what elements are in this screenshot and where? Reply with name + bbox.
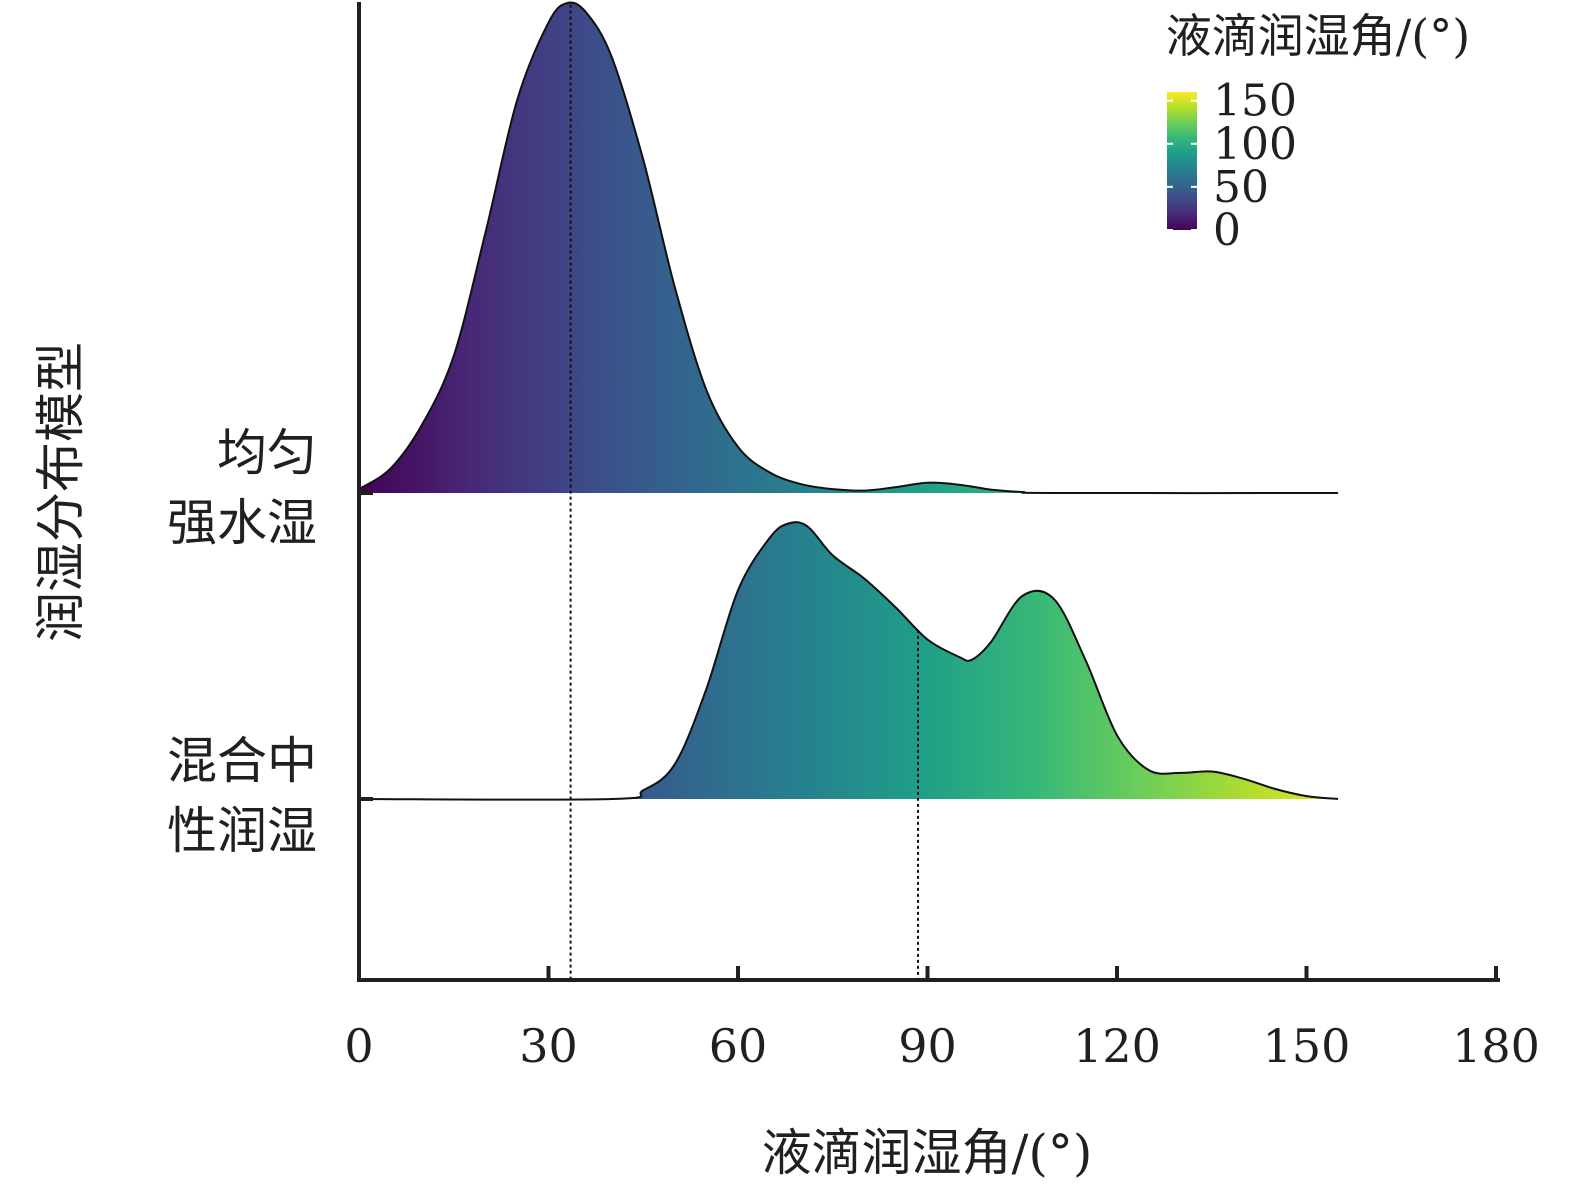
colorbar xyxy=(1167,92,1197,230)
x-tick-label-90: 90 xyxy=(898,1019,957,1073)
legend-tick-label-50: 50 xyxy=(1213,162,1269,213)
x-tick-label-0: 0 xyxy=(344,1019,373,1073)
x-tick-label-120: 120 xyxy=(1073,1019,1161,1073)
category-label-1-line-1: 均匀 xyxy=(217,424,317,482)
category-label-2-line-2: 性润湿 xyxy=(167,802,317,860)
density-area-1 xyxy=(359,2,1339,494)
x-tick-label-60: 60 xyxy=(709,1019,768,1073)
category-label-1-line-2: 强水湿 xyxy=(167,494,317,552)
category-label-2-line-1: 混合中 xyxy=(167,732,317,790)
legend-tick-label-150: 150 xyxy=(1213,76,1297,127)
x-axis-title: 液滴润湿角/(°) xyxy=(762,1124,1093,1182)
legend-tick-label-100: 100 xyxy=(1213,119,1297,170)
x-tick-label-150: 150 xyxy=(1263,1019,1351,1073)
plot-area xyxy=(357,1,1339,978)
density-area-2 xyxy=(359,522,1339,800)
y-axis-title: 润湿分布模型 xyxy=(32,342,90,642)
density-outline-2 xyxy=(358,521,1339,801)
legend-tick-label-0: 0 xyxy=(1213,205,1241,256)
legend-title: 液滴润湿角/(°) xyxy=(1166,9,1470,63)
x-tick-label-30: 30 xyxy=(519,1019,578,1073)
x-axis-ticks: 0 30 60 90 120 150 180 xyxy=(344,966,1540,1073)
x-tick-label-180: 180 xyxy=(1452,1019,1540,1073)
density-outline-1 xyxy=(358,1,1339,495)
